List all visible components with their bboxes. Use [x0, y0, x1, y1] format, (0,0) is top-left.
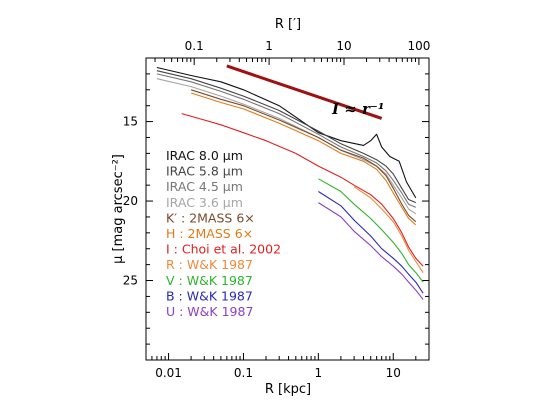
legend-entry: IRAC 5.8 μm: [166, 164, 243, 179]
legend-entry: H : 2MASS 6×: [166, 226, 253, 241]
legend-entry: V : W&K 1987: [166, 273, 253, 288]
top-tick-label: 0.1: [185, 39, 204, 53]
series-line: [318, 202, 424, 300]
y-tick-label: 25: [123, 274, 138, 288]
x-tick-label: 1: [315, 366, 323, 380]
legend-entry: IRAC 3.6 μm: [166, 195, 243, 210]
series-line: [190, 92, 417, 226]
plot-frame: [145, 57, 430, 361]
legend-entry: B : W&K 1987: [166, 288, 253, 303]
series-line: [318, 178, 424, 283]
series-line: [318, 191, 424, 294]
legend-entry: K′ : 2MASS 6×: [166, 210, 255, 225]
x-tick-label: 0.1: [234, 366, 253, 380]
top-tick-label: 100: [407, 39, 430, 53]
x-tick-label: 10: [386, 366, 401, 380]
annotation-line: [226, 64, 383, 120]
series-line: [156, 66, 417, 199]
series-group: [156, 66, 424, 300]
top-tick-label: 10: [336, 39, 351, 53]
series-line: [156, 70, 417, 204]
series-line: [181, 113, 424, 267]
annotation-text: I ≈ r⁻¹: [331, 100, 384, 118]
series-line: [190, 89, 417, 223]
legend-entry: IRAC 4.5 μm: [166, 179, 243, 194]
series-line: [156, 73, 417, 208]
annotation: I ≈ r⁻¹: [226, 64, 384, 120]
series-line: [353, 186, 424, 273]
y-tick-label: 15: [123, 115, 138, 129]
legend-entry: I : Choi et al. 2002: [166, 242, 281, 257]
x-axis-title: R [kpc]: [265, 382, 311, 397]
legend-entry: U : W&K 1987: [166, 304, 253, 319]
y-tick-label: 20: [123, 194, 138, 208]
top-tick-label: 1: [265, 39, 273, 53]
legend-entry: IRAC 8.0 μm: [166, 148, 243, 163]
top-axis-title: R [′]: [275, 17, 301, 32]
x-tick-label: 0.01: [155, 366, 182, 380]
series-line: [156, 78, 417, 215]
y-axis-title: μ [mag arcsec⁻²]: [111, 154, 126, 264]
axes: 0.01 0.1 1 10 0.1 1 10 100 15 20 25: [123, 39, 431, 380]
legend-entry: R : W&K 1987: [166, 257, 253, 272]
